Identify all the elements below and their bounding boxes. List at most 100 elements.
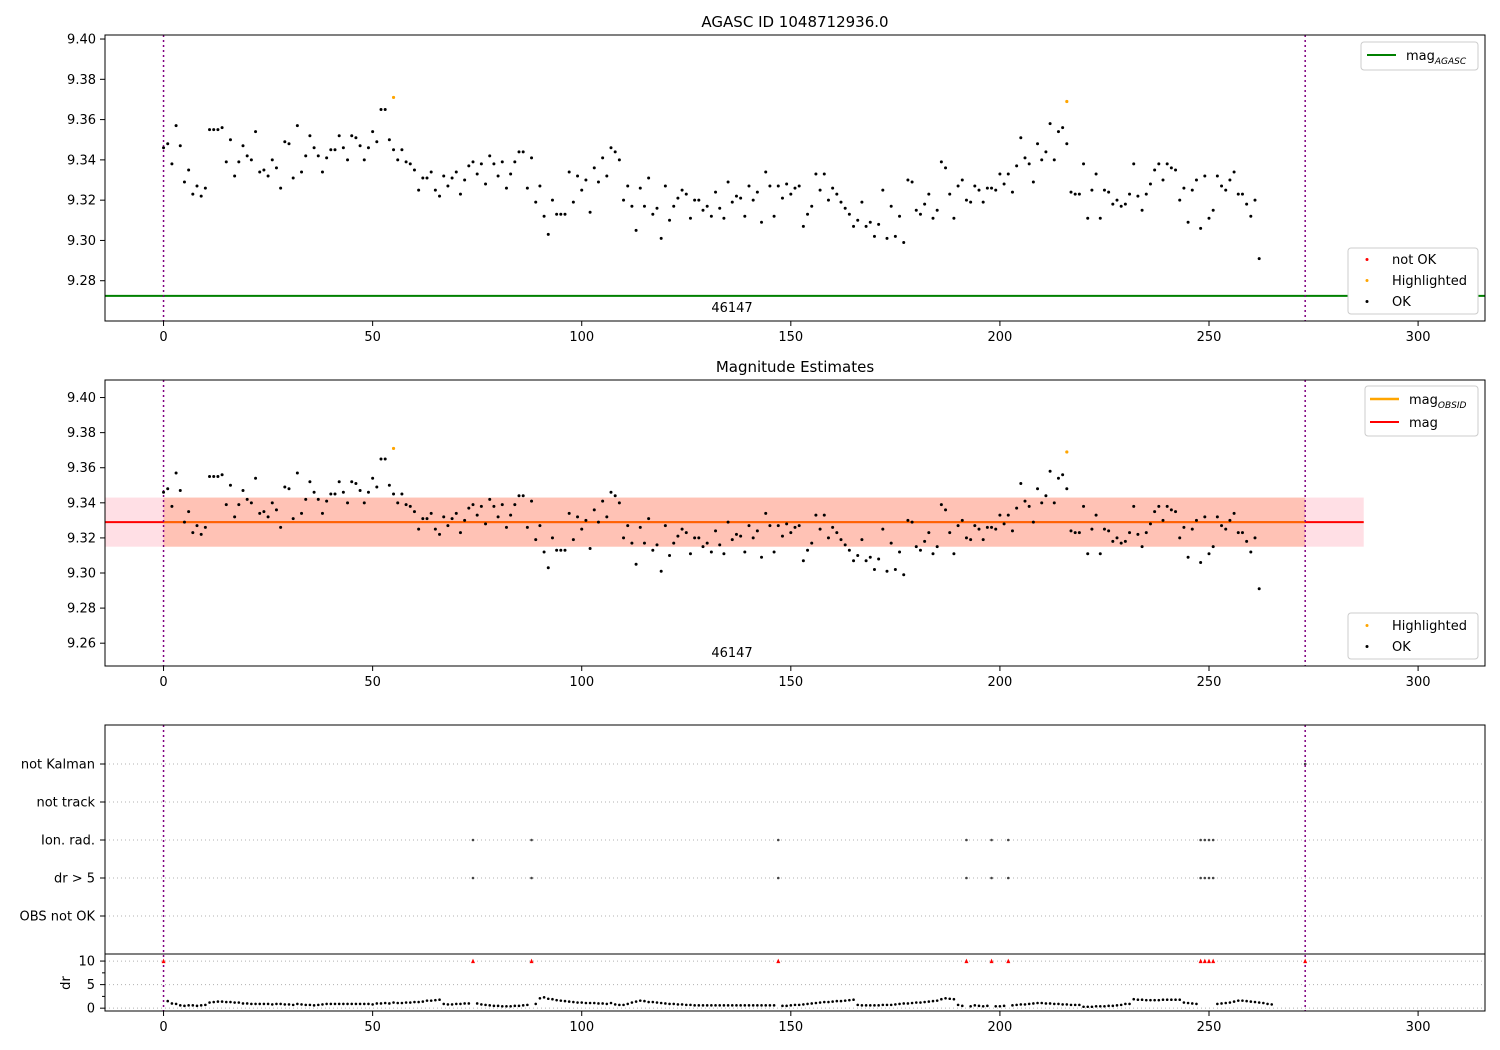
ok-point bbox=[885, 569, 889, 573]
ok-point bbox=[839, 200, 843, 204]
ok-point bbox=[187, 168, 191, 172]
x-tick-label: 250 bbox=[1197, 1020, 1222, 1035]
dr-point bbox=[868, 1004, 872, 1007]
dr-point bbox=[902, 1002, 906, 1005]
ok-point bbox=[680, 188, 684, 192]
dr-point bbox=[714, 1004, 717, 1007]
ok-point bbox=[973, 524, 977, 528]
ok-point bbox=[1136, 194, 1140, 198]
legend-not-ok-label: not OK bbox=[1392, 253, 1437, 268]
legend-box bbox=[1347, 612, 1479, 660]
ok-point bbox=[350, 134, 354, 138]
ok-point bbox=[739, 534, 743, 538]
ok-point bbox=[642, 541, 646, 545]
dr-point bbox=[1257, 1001, 1261, 1004]
ok-point bbox=[755, 190, 759, 194]
ok-point bbox=[801, 559, 805, 563]
dr-point bbox=[986, 1004, 989, 1008]
ok-point bbox=[563, 212, 567, 216]
ok-point bbox=[831, 186, 835, 190]
ok-point bbox=[513, 503, 517, 507]
dr-point bbox=[743, 1004, 747, 1007]
dr-point bbox=[1032, 1002, 1035, 1005]
ok-point bbox=[613, 150, 617, 154]
ok-point bbox=[433, 527, 437, 531]
ok-point bbox=[617, 501, 621, 505]
ok-point bbox=[751, 536, 755, 540]
ok-point bbox=[404, 503, 408, 507]
ok-point bbox=[362, 501, 366, 505]
ok-point bbox=[216, 475, 220, 479]
dr-point bbox=[810, 1002, 814, 1005]
ok-point bbox=[408, 504, 412, 508]
ok-point bbox=[1178, 536, 1182, 540]
dr-point bbox=[726, 1004, 730, 1007]
dr-point bbox=[747, 1004, 751, 1007]
ok-point bbox=[396, 158, 400, 162]
ok-point bbox=[1098, 216, 1102, 220]
ok-point bbox=[914, 545, 918, 549]
dr-point bbox=[772, 1004, 776, 1007]
x-tick-label: 0 bbox=[159, 330, 167, 345]
ok-point bbox=[279, 186, 283, 190]
panel2-frame bbox=[104, 379, 1486, 667]
ok-point bbox=[542, 214, 546, 218]
ok-point bbox=[1119, 204, 1123, 208]
dr-point bbox=[241, 1002, 245, 1005]
dr-clipped-marker bbox=[1211, 958, 1216, 964]
ok-point bbox=[726, 180, 730, 184]
dr-point bbox=[793, 1003, 797, 1007]
ok-point bbox=[1119, 541, 1123, 545]
ok-point bbox=[709, 214, 713, 218]
ok-point bbox=[337, 480, 341, 484]
highlighted-point bbox=[1065, 450, 1069, 454]
dr-point bbox=[638, 999, 642, 1002]
ok-point bbox=[701, 208, 705, 212]
ok-point bbox=[467, 506, 471, 510]
ok-point bbox=[630, 541, 634, 545]
dr-point bbox=[576, 1001, 579, 1004]
ok-point bbox=[287, 487, 291, 491]
ok-point bbox=[1031, 180, 1035, 184]
ok-point bbox=[333, 492, 337, 496]
dr-point bbox=[894, 1003, 897, 1006]
ok-point bbox=[688, 552, 692, 556]
dr-point bbox=[392, 1001, 395, 1004]
ok-point bbox=[998, 172, 1002, 176]
ok-point bbox=[843, 543, 847, 547]
dr-point bbox=[287, 1003, 291, 1006]
ok-point bbox=[530, 499, 534, 503]
ok-point bbox=[534, 200, 538, 204]
ok-point bbox=[1006, 172, 1010, 176]
x-tick-label: 300 bbox=[1406, 330, 1431, 345]
panel3-frame bbox=[104, 724, 1486, 1012]
ok-point bbox=[1036, 142, 1040, 146]
ok-point bbox=[287, 142, 291, 146]
ok-point bbox=[605, 515, 609, 519]
dr-point bbox=[551, 997, 554, 1001]
highlighted-point bbox=[391, 446, 396, 451]
ok-point bbox=[521, 150, 525, 154]
ok-point bbox=[601, 156, 605, 160]
ok-point bbox=[939, 503, 943, 507]
dr-point bbox=[1073, 1003, 1077, 1007]
ok-point bbox=[592, 508, 596, 512]
ok-point bbox=[162, 146, 166, 150]
dr-point bbox=[672, 1002, 676, 1006]
ok-point bbox=[1211, 545, 1215, 549]
ok-point bbox=[718, 206, 722, 210]
dr-point bbox=[889, 1003, 893, 1007]
x-tick-label: 150 bbox=[778, 675, 803, 690]
ok-point bbox=[918, 548, 922, 552]
ok-point bbox=[893, 567, 897, 571]
ok-point bbox=[475, 172, 479, 176]
dr-point bbox=[1069, 1003, 1073, 1007]
ok-point bbox=[726, 520, 730, 524]
ok-point bbox=[1153, 510, 1157, 514]
ok-point bbox=[509, 513, 513, 517]
ok-point bbox=[868, 555, 872, 559]
ok-point bbox=[1019, 482, 1023, 486]
ok-point bbox=[258, 511, 262, 515]
ok-point bbox=[806, 548, 810, 552]
ok-point bbox=[985, 186, 989, 190]
